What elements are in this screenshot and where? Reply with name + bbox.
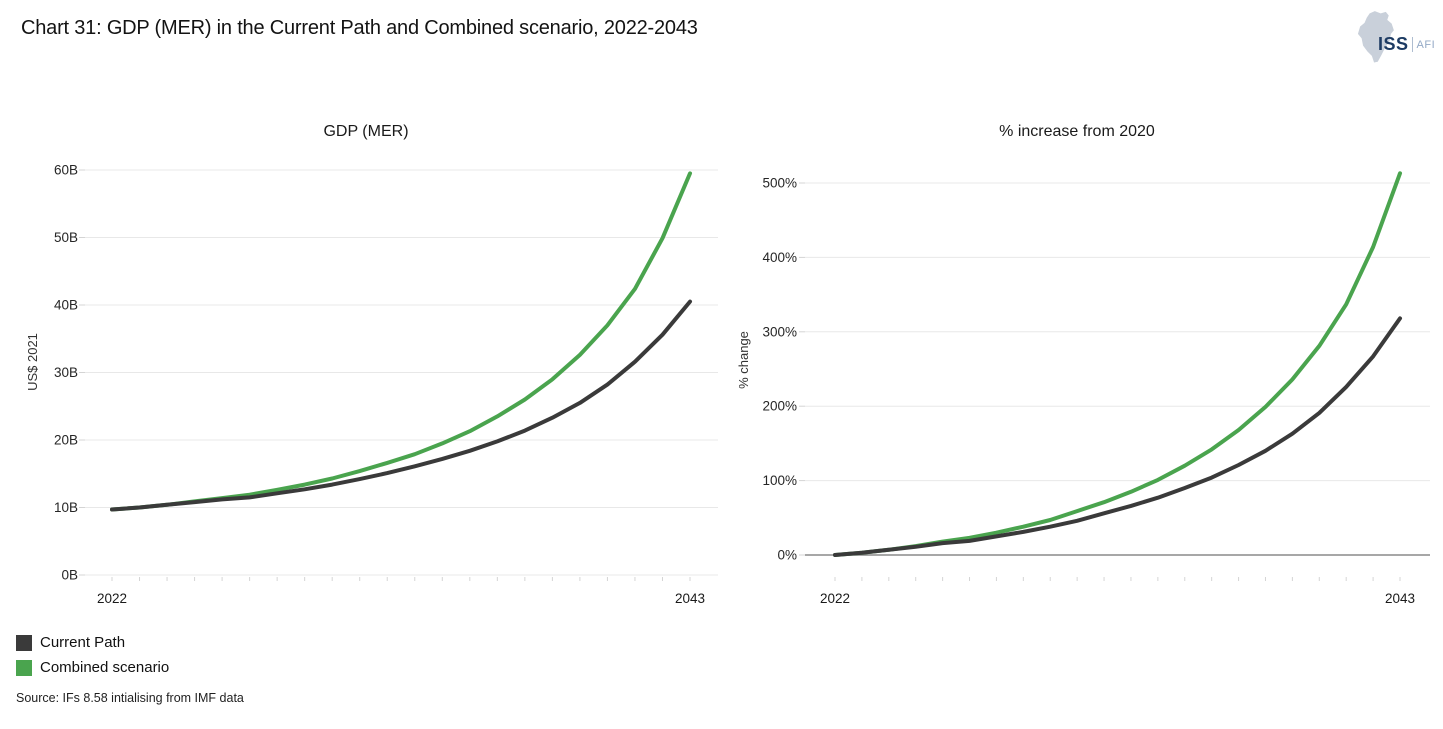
logo-text-primary: ISS bbox=[1378, 34, 1409, 54]
svg-text:20B: 20B bbox=[54, 433, 78, 448]
gdp-line-chart: 0B 10B 20B 30B 40B 50B 60B 2022 2043 US$ 2021 bbox=[25, 163, 718, 606]
svg-text:% change: % change bbox=[736, 331, 751, 389]
svg-text:2043: 2043 bbox=[1385, 591, 1415, 606]
svg-text:40B: 40B bbox=[54, 298, 78, 313]
legend-swatch bbox=[16, 659, 32, 676]
logo-text-secondary: AFI bbox=[1416, 38, 1436, 51]
source-text: Source: IFs 8.58 intialising from IMF da… bbox=[16, 691, 244, 705]
svg-text:60B: 60B bbox=[54, 163, 78, 178]
legend-item-current-path: Current Path bbox=[16, 630, 169, 655]
svg-text:200%: 200% bbox=[762, 399, 797, 414]
svg-text:400%: 400% bbox=[762, 250, 797, 265]
legend-item-combined-scenario: Combined scenario bbox=[16, 655, 169, 680]
svg-text:500%: 500% bbox=[762, 176, 797, 191]
percent-line-chart: 0% 100% 200% 300% 400% 500% 2022 2043 % change bbox=[736, 171, 1430, 606]
legend-label: Current Path bbox=[40, 634, 126, 651]
svg-text:100%: 100% bbox=[762, 473, 797, 488]
svg-text:US$ 2021: US$ 2021 bbox=[25, 333, 40, 391]
logo-text: ISS AFI bbox=[1378, 34, 1435, 55]
legend-swatch bbox=[16, 634, 32, 651]
svg-text:0B: 0B bbox=[61, 568, 78, 583]
legend-label: Combined scenario bbox=[40, 659, 170, 676]
percent-chart-title: % increase from 2020 bbox=[999, 123, 1155, 140]
svg-text:2022: 2022 bbox=[820, 591, 850, 606]
gdp-chart-title: GDP (MER) bbox=[323, 123, 409, 140]
page-title: Chart 31: GDP (MER) in the Current Path … bbox=[21, 17, 698, 39]
legend: Current Path Combined scenario bbox=[16, 630, 169, 680]
svg-text:2043: 2043 bbox=[675, 591, 705, 606]
svg-text:300%: 300% bbox=[762, 324, 797, 339]
svg-text:50B: 50B bbox=[54, 230, 78, 245]
svg-text:10B: 10B bbox=[54, 500, 78, 515]
logo-divider bbox=[1411, 37, 1413, 52]
iss-africa-logo: ISS AFI bbox=[1353, 6, 1437, 70]
svg-text:0%: 0% bbox=[777, 548, 797, 563]
svg-text:2022: 2022 bbox=[97, 591, 127, 606]
svg-text:30B: 30B bbox=[54, 365, 78, 380]
africa-map-icon bbox=[1357, 11, 1394, 63]
